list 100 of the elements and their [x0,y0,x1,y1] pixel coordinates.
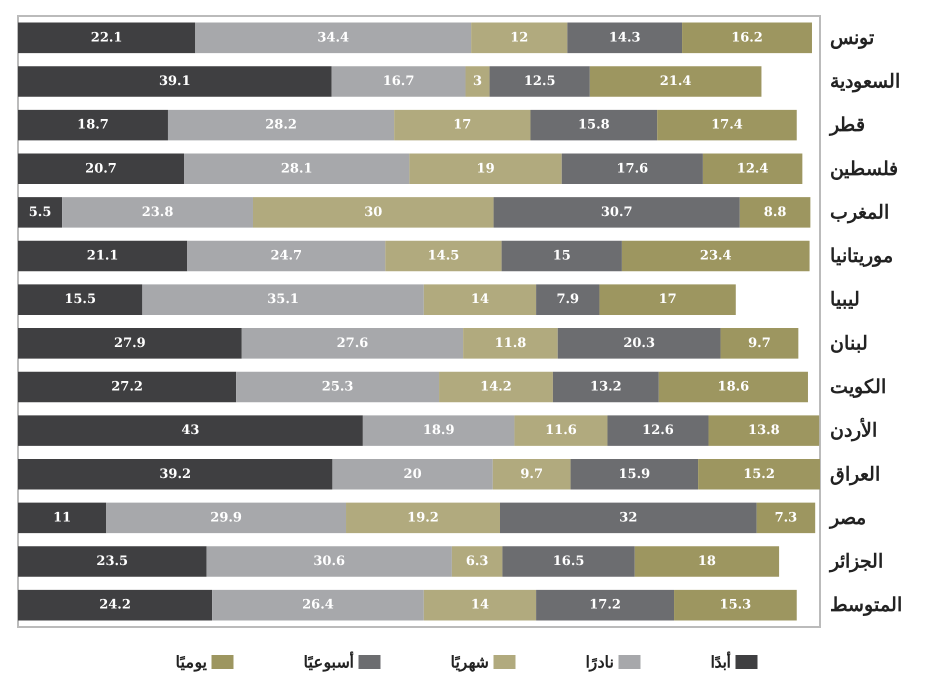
data-label: 27.9 [114,336,146,351]
data-label: 29.9 [210,510,242,526]
data-label: 19.2 [407,510,439,526]
data-label: 12 [510,30,528,46]
y-tick-label: موريتانيا [830,245,893,268]
y-tick-label: الكويت [830,376,886,398]
bar [346,502,500,534]
data-label: 35.1 [267,292,299,308]
data-label: 16.5 [552,554,584,570]
data-label: 5.5 [28,204,52,220]
bar [466,66,490,97]
data-label: 7.3 [774,510,798,526]
bar [622,240,810,272]
data-label: 15.3 [720,598,752,613]
bar [362,415,514,446]
data-label: 32 [619,510,638,526]
y-tick-label: الأردن [830,418,877,442]
bar [452,546,502,577]
bar [18,66,332,97]
data-label: 19 [476,161,495,176]
bar [106,502,346,534]
bar [682,22,812,54]
bar [168,110,394,140]
legend-label: يوميًا [176,652,208,672]
bar [558,328,721,359]
data-label: 15.9 [618,466,650,482]
bar [674,590,797,620]
data-label: 27.6 [336,336,368,351]
data-label: 30 [364,204,382,220]
bar [18,153,184,184]
data-label: 6.3 [466,554,488,570]
data-label: 12.6 [642,423,674,438]
bar [702,153,802,184]
bar [18,240,188,272]
legend-label: أسبوعيًا [304,650,354,672]
data-label: 11.6 [545,423,577,438]
data-label: 17.6 [616,161,648,176]
data-label: 28.1 [280,161,313,176]
bar [409,153,562,184]
data-label: 24.7 [270,248,302,264]
bar [252,197,494,228]
bar [18,415,363,446]
y-tick-label: فلسطين [830,158,898,180]
data-label: 30.6 [313,554,346,570]
bar [530,110,658,140]
bar [720,328,798,359]
y-tick-label: الجزائر [828,550,883,573]
data-label: 18.9 [422,423,454,438]
bar [18,328,242,359]
bar [570,458,698,490]
y-tick-label: المتوسط [830,594,902,616]
bar [385,240,502,272]
bar [18,22,196,54]
data-label: 39.1 [158,74,191,89]
bar [740,197,810,228]
data-label: 23.8 [142,204,174,220]
bar [708,415,820,446]
y-tick-label: السعودية [830,70,900,92]
data-label: 43 [181,423,200,438]
bar [658,372,808,402]
bar [394,110,530,140]
data-label: 11.8 [494,336,526,351]
bar [490,66,590,97]
y-tick-label: تونس [830,26,874,49]
bar [18,372,236,402]
data-label: 15.5 [64,292,96,308]
bar [536,590,674,620]
data-label: 13.8 [748,423,780,438]
bar [492,458,571,490]
bar [439,372,553,402]
bar [184,153,410,184]
legend-label: نادرًا [586,652,614,672]
data-label: 20.7 [85,161,117,176]
data-label: 26.4 [302,598,334,613]
bar [236,372,440,402]
data-label: 9.7 [748,336,771,351]
data-label: 14.3 [608,30,641,46]
bar [187,240,386,272]
bar [562,153,703,184]
data-label: 23.4 [700,248,732,264]
bar [18,590,212,620]
legend-label: شهريًا [450,652,488,672]
data-label: 16.7 [382,74,414,89]
data-label: 17 [658,292,677,308]
bar [18,458,332,490]
data-label: 20.3 [623,336,655,351]
bar [500,502,757,534]
data-label: 17.2 [589,598,621,613]
y-tick-label: العراق [830,463,880,486]
bar [756,502,816,534]
data-label: 25.3 [322,379,354,394]
bar [18,284,142,315]
bar [18,197,62,228]
bar [599,284,736,315]
data-label: 15 [552,248,571,264]
data-label: 22.1 [90,30,122,46]
bar [463,328,558,359]
bar [536,284,600,315]
data-label: 3 [473,74,482,89]
y-tick-label: قطر [828,114,865,136]
